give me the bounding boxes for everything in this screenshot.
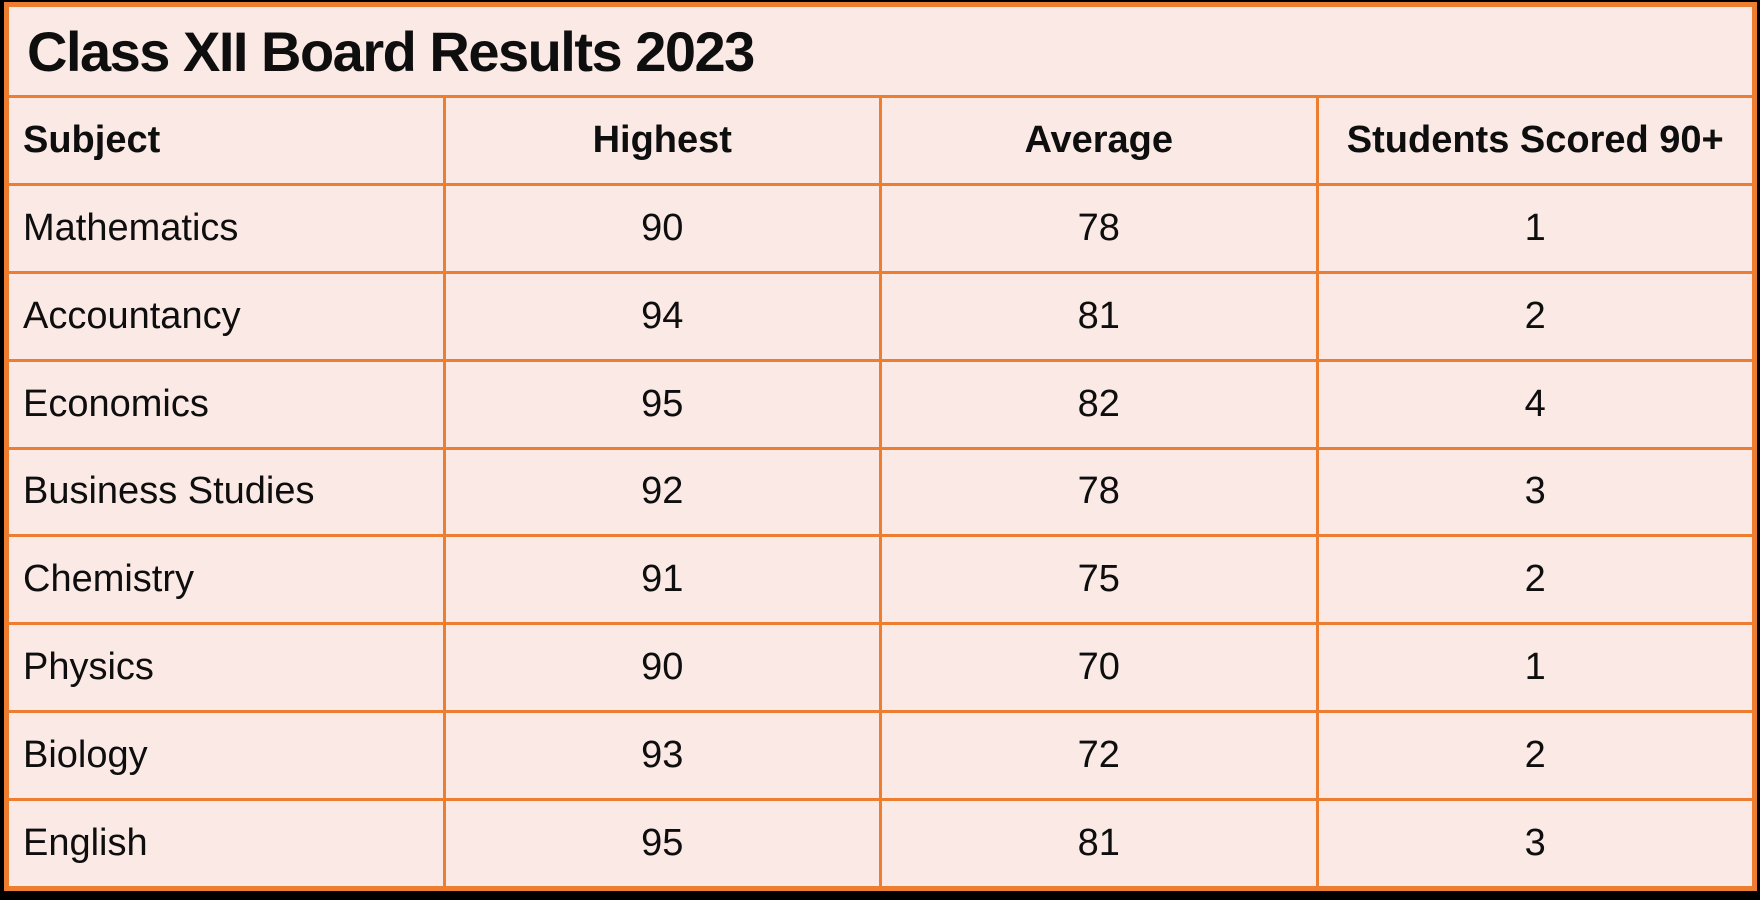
cell-highest: 95 — [445, 801, 879, 886]
column-header-highest: Highest — [445, 98, 879, 183]
column-header-average: Average — [882, 98, 1316, 183]
results-panel: Class XII Board Results 2023 Subject Hig… — [4, 2, 1757, 891]
cell-highest: 93 — [445, 713, 879, 799]
cell-subject: Business Studies — [9, 449, 443, 535]
cell-average: 70 — [882, 625, 1316, 711]
cell-subject: English — [9, 801, 443, 886]
cell-highest: 90 — [445, 185, 879, 271]
cell-average: 78 — [882, 185, 1316, 271]
cell-subject: Physics — [9, 625, 443, 711]
cell-average: 78 — [882, 449, 1316, 535]
cell-subject: Mathematics — [9, 185, 443, 271]
cell-average: 75 — [882, 537, 1316, 623]
cell-subject: Biology — [9, 713, 443, 799]
column-header-subject: Subject — [9, 98, 443, 183]
cell-subject: Accountancy — [9, 273, 443, 359]
cell-students-scored-90plus: 3 — [1318, 801, 1752, 886]
cell-students-scored-90plus: 2 — [1318, 537, 1752, 623]
cell-subject: Economics — [9, 361, 443, 447]
cell-highest: 90 — [445, 625, 879, 711]
cell-subject: Chemistry — [9, 537, 443, 623]
cell-highest: 92 — [445, 449, 879, 535]
cell-highest: 95 — [445, 361, 879, 447]
cell-average: 82 — [882, 361, 1316, 447]
cell-highest: 94 — [445, 273, 879, 359]
cell-students-scored-90plus: 2 — [1318, 713, 1752, 799]
cell-average: 81 — [882, 273, 1316, 359]
cell-students-scored-90plus: 1 — [1318, 185, 1752, 271]
results-table: Subject Highest Average Students Scored … — [9, 98, 1752, 886]
page-title: Class XII Board Results 2023 — [9, 7, 1752, 95]
cell-students-scored-90plus: 1 — [1318, 625, 1752, 711]
cell-average: 81 — [882, 801, 1316, 886]
cell-students-scored-90plus: 3 — [1318, 449, 1752, 535]
cell-highest: 91 — [445, 537, 879, 623]
cell-students-scored-90plus: 4 — [1318, 361, 1752, 447]
column-header-students-scored-90plus: Students Scored 90+ — [1318, 98, 1752, 183]
cell-average: 72 — [882, 713, 1316, 799]
cell-students-scored-90plus: 2 — [1318, 273, 1752, 359]
